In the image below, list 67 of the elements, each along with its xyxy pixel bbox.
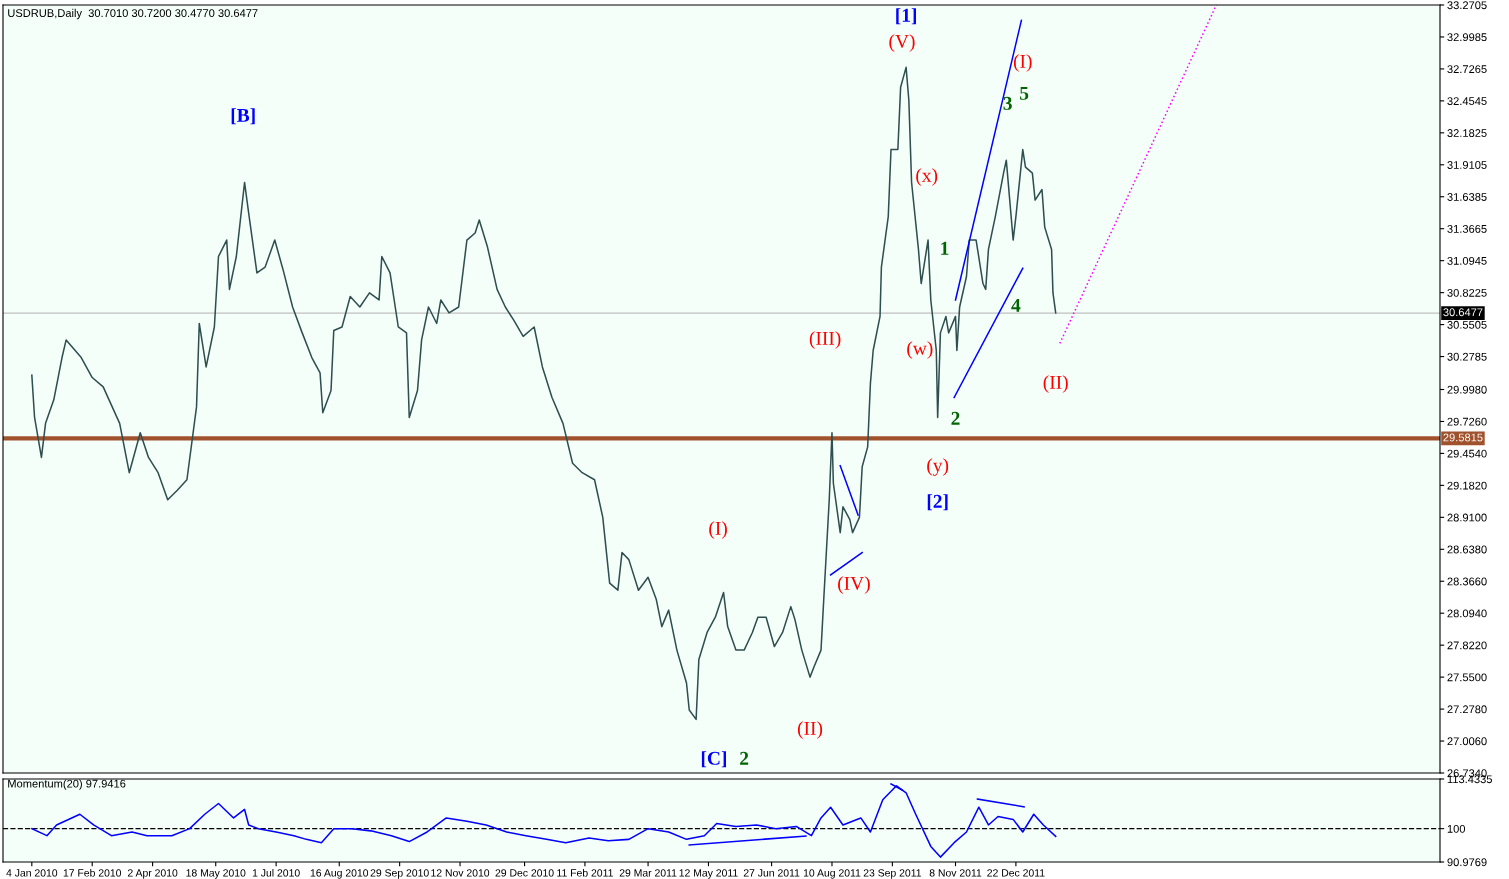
x-tick-label: 22 Dec 2011: [987, 869, 1045, 877]
annotation: (II): [797, 721, 823, 739]
y-tick-label: 29.1820: [1447, 481, 1487, 490]
x-tick-label: 2 Apr 2010: [127, 869, 178, 879]
x-tick-label: 29 Mar 2011: [619, 869, 677, 877]
y-tick-label: 100: [1447, 824, 1466, 833]
y-tick-label: 33.2705: [1447, 1, 1487, 10]
y-tick-label: 29.7260: [1447, 417, 1487, 426]
chart-title: Momentum(20) 97.9416: [8, 779, 126, 790]
x-tick-label: 4 Jan 2010: [6, 869, 58, 877]
annotation: (y): [927, 458, 949, 476]
x-tick-label: 1 Jul 2010: [252, 868, 300, 877]
y-tick-label: 29.4540: [1447, 449, 1487, 458]
y-tick-label: 30.2785: [1447, 352, 1487, 361]
x-tick-label: 12 Nov 2010: [431, 869, 490, 877]
y-tick-label: 28.9100: [1447, 513, 1487, 522]
annotation: (x): [916, 168, 938, 186]
y-tick-label: 90.9769: [1447, 858, 1487, 867]
x-tick-label: 27 Jun 2011: [743, 869, 800, 877]
annotation: 3: [1003, 96, 1012, 110]
y-tick-label: 28.3660: [1447, 577, 1487, 586]
annotation: 2: [740, 751, 749, 765]
y-tick-label: 27.0060: [1447, 737, 1487, 746]
x-tick-label: 29 Dec 2010: [495, 869, 554, 877]
y-tick-label: 30.5505: [1447, 320, 1487, 329]
y-tick-label: 30.8225: [1447, 288, 1487, 297]
annotation: 1: [941, 241, 949, 255]
x-tick-label: 18 May 2010: [186, 869, 246, 879]
x-tick-label: 29 Sep 2010: [370, 869, 429, 879]
ref-line-label: 29.5815: [1443, 433, 1483, 442]
annotation: 4: [1011, 298, 1021, 312]
annotation: [B]: [231, 108, 255, 125]
x-tick-label: 12 May 2011: [679, 869, 738, 879]
annotation: 2: [951, 411, 960, 425]
annotation: [2]: [927, 494, 948, 511]
annotation: (V): [889, 34, 915, 52]
y-tick-label: 31.0945: [1447, 256, 1487, 265]
y-tick-label: 29.9980: [1447, 385, 1487, 394]
x-tick-label: 17 Feb 2010: [63, 868, 122, 877]
y-tick-label: 31.3665: [1447, 224, 1487, 233]
y-tick-label: 32.4545: [1447, 97, 1487, 106]
y-tick-label: 31.6385: [1447, 193, 1487, 201]
y-tick-label: 32.9985: [1447, 33, 1487, 42]
y-tick-label: 27.8220: [1447, 641, 1487, 650]
ref-line-label: 30.6477: [1443, 308, 1483, 317]
annotation: (III): [809, 331, 841, 349]
annotation: (I): [709, 521, 727, 539]
annotation: 5: [1020, 86, 1029, 100]
y-tick-label: 27.2780: [1447, 705, 1487, 714]
x-tick-label: 11 Feb 2011: [557, 868, 613, 877]
annotation: [C]: [701, 751, 726, 768]
x-tick-label: 8 Nov 2011: [929, 869, 982, 877]
annotation: (II): [1043, 375, 1068, 393]
y-tick-label: 31.9105: [1447, 161, 1487, 169]
y-tick-label: 28.6380: [1447, 545, 1487, 554]
annotation: [1]: [896, 8, 916, 25]
annotation: (IV): [838, 576, 870, 594]
x-tick-label: 10 Aug 2011: [803, 869, 861, 879]
y-tick-label: 27.5500: [1447, 673, 1487, 682]
annotation: (w): [907, 341, 933, 359]
y-tick-label: 32.7265: [1447, 65, 1487, 74]
annotation: (I): [1013, 54, 1032, 72]
y-tick-label: 28.0940: [1447, 609, 1487, 618]
x-tick-label: 23 Sep 2011: [863, 869, 922, 879]
chart-title: USDRUB,Daily 30.7010 30.7200 30.4770 30.6477: [8, 8, 258, 20]
x-tick-label: 16 Aug 2010: [310, 869, 369, 879]
y-tick-label: 32.1825: [1447, 129, 1487, 137]
